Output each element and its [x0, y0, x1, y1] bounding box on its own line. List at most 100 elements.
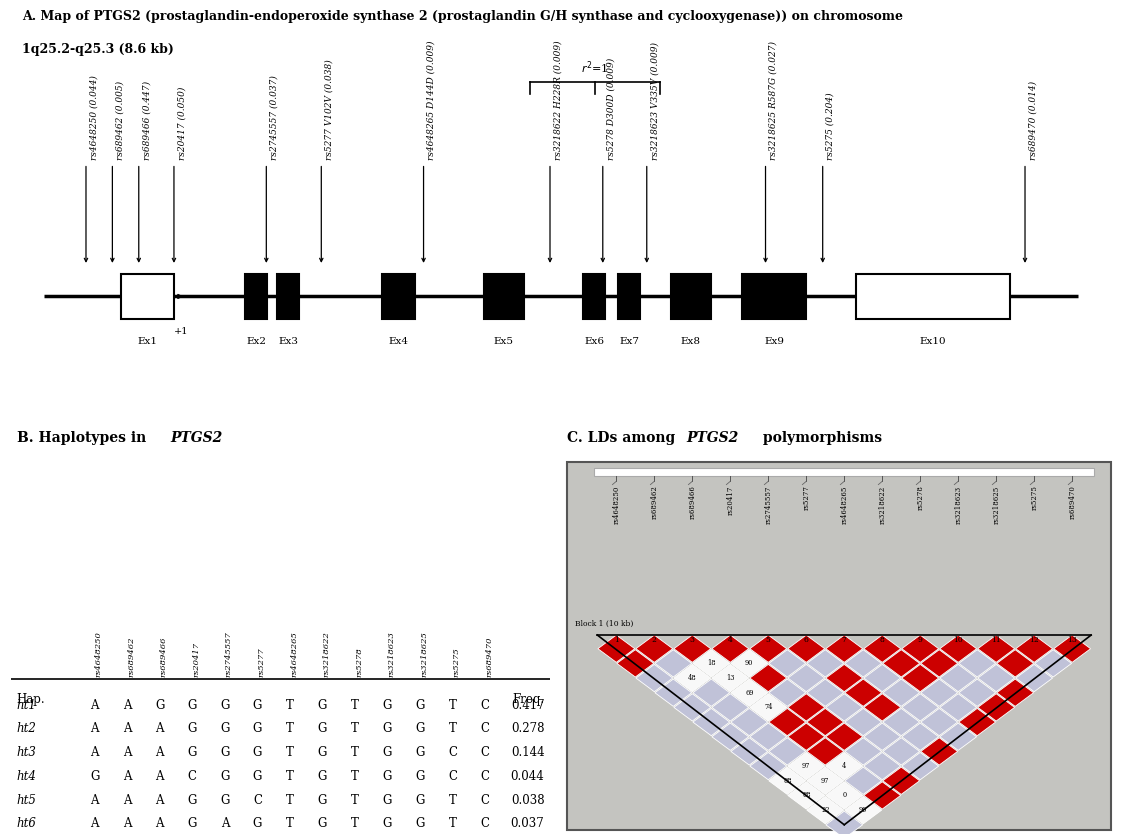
- Text: G: G: [155, 699, 165, 711]
- Text: ht4: ht4: [17, 770, 37, 783]
- Text: G: G: [187, 794, 197, 806]
- Text: 9: 9: [918, 636, 922, 644]
- Polygon shape: [788, 694, 825, 721]
- Text: rs4648265: rs4648265: [289, 631, 298, 676]
- Polygon shape: [845, 767, 882, 795]
- Text: 18: 18: [707, 660, 716, 667]
- Text: G: G: [252, 722, 263, 736]
- Text: T: T: [351, 817, 359, 831]
- Text: T: T: [286, 817, 294, 831]
- Text: 90: 90: [745, 660, 754, 667]
- Text: 0.038: 0.038: [511, 794, 544, 806]
- Text: 74: 74: [764, 703, 773, 711]
- Polygon shape: [788, 665, 825, 691]
- Polygon shape: [959, 708, 995, 736]
- Text: rs5277 V102V (0.038): rs5277 V102V (0.038): [324, 58, 333, 159]
- Text: C: C: [252, 794, 261, 806]
- Polygon shape: [655, 679, 692, 706]
- Text: rs4648250: rs4648250: [613, 485, 620, 524]
- Polygon shape: [711, 635, 748, 662]
- Text: T: T: [351, 722, 359, 736]
- Polygon shape: [674, 665, 710, 691]
- Text: 2: 2: [652, 636, 656, 644]
- Bar: [671, 274, 710, 319]
- Text: G: G: [415, 699, 425, 711]
- Polygon shape: [730, 738, 767, 765]
- Polygon shape: [826, 752, 863, 780]
- Text: ht1: ht1: [17, 699, 37, 711]
- Text: A. Map of PTGS2 (prostaglandin-endoperoxide synthase 2 (prostaglandin G/H syntha: A. Map of PTGS2 (prostaglandin-endoperox…: [22, 10, 903, 23]
- Text: Ex3: Ex3: [278, 337, 298, 346]
- Polygon shape: [845, 679, 882, 706]
- Text: 0.144: 0.144: [511, 746, 544, 759]
- Polygon shape: [826, 811, 863, 834]
- Text: 22: 22: [821, 806, 829, 814]
- Text: rs5275: rs5275: [452, 647, 461, 676]
- Polygon shape: [826, 781, 863, 809]
- Text: G: G: [187, 722, 197, 736]
- Polygon shape: [902, 723, 939, 751]
- Text: 99: 99: [859, 806, 867, 814]
- Text: rs5275: rs5275: [1030, 485, 1038, 510]
- Polygon shape: [996, 650, 1033, 677]
- Text: T: T: [286, 722, 294, 736]
- Text: rs689462: rs689462: [651, 485, 659, 520]
- Text: T: T: [286, 746, 294, 759]
- Text: G: G: [383, 817, 393, 831]
- Text: A: A: [123, 817, 131, 831]
- Text: G: G: [415, 794, 425, 806]
- Polygon shape: [845, 738, 882, 765]
- Polygon shape: [845, 650, 882, 677]
- Polygon shape: [749, 723, 787, 751]
- Text: G: G: [318, 794, 328, 806]
- Text: T: T: [351, 746, 359, 759]
- Text: T: T: [351, 794, 359, 806]
- Text: rs20417: rs20417: [192, 641, 201, 676]
- Text: A: A: [91, 746, 99, 759]
- Polygon shape: [730, 650, 767, 677]
- Polygon shape: [864, 694, 901, 721]
- Text: A: A: [91, 699, 99, 711]
- Text: A: A: [156, 770, 164, 783]
- Bar: [121, 274, 174, 319]
- Text: C: C: [480, 746, 489, 759]
- Text: A: A: [123, 794, 131, 806]
- Polygon shape: [921, 679, 958, 706]
- Text: Ex4: Ex4: [388, 337, 408, 346]
- Polygon shape: [864, 781, 901, 809]
- Text: C: C: [480, 722, 489, 736]
- Bar: [618, 274, 641, 319]
- Text: Ex1: Ex1: [138, 337, 157, 346]
- Text: A: A: [123, 770, 131, 783]
- Polygon shape: [845, 796, 882, 824]
- Text: A: A: [123, 722, 131, 736]
- Text: rs689466 (0.447): rs689466 (0.447): [142, 80, 151, 159]
- Text: Ex9: Ex9: [764, 337, 784, 346]
- Text: A: A: [123, 746, 131, 759]
- Text: A: A: [156, 817, 164, 831]
- Polygon shape: [749, 635, 787, 662]
- Polygon shape: [807, 738, 844, 765]
- Polygon shape: [902, 635, 939, 662]
- Polygon shape: [807, 708, 844, 736]
- Text: Ex6: Ex6: [583, 337, 604, 346]
- Text: C: C: [480, 794, 489, 806]
- Polygon shape: [730, 708, 767, 736]
- Polygon shape: [996, 679, 1033, 706]
- Text: 1q25.2-q25.3 (8.6 kb): 1q25.2-q25.3 (8.6 kb): [22, 43, 174, 56]
- Text: rs689462: rs689462: [127, 636, 136, 676]
- Text: PTGS2: PTGS2: [686, 431, 738, 445]
- Polygon shape: [636, 665, 673, 691]
- Text: G: G: [220, 794, 230, 806]
- Text: rs3218622: rs3218622: [879, 485, 886, 524]
- Text: 97: 97: [802, 762, 810, 770]
- Bar: [381, 274, 415, 319]
- Text: 0.278: 0.278: [511, 722, 544, 736]
- Text: G: G: [318, 770, 328, 783]
- Text: G: G: [318, 699, 328, 711]
- Polygon shape: [711, 694, 748, 721]
- Text: 12: 12: [1029, 636, 1039, 644]
- Text: T: T: [286, 699, 294, 711]
- Polygon shape: [769, 708, 806, 736]
- Text: G: G: [318, 722, 328, 736]
